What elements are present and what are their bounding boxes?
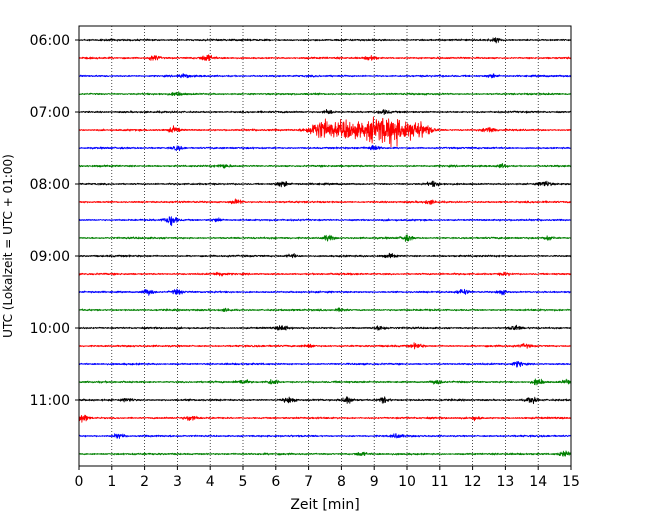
trace-1000 [78, 324, 572, 331]
y-tick-label: 11:00 [30, 393, 70, 409]
x-tick-label: 15 [562, 474, 580, 490]
x-tick-label: 9 [370, 474, 379, 490]
trace-line [78, 198, 572, 205]
trace-0615 [78, 54, 572, 62]
x-tick-label: 12 [464, 474, 482, 490]
trace-0945 [78, 307, 572, 313]
x-tick-label: 0 [75, 474, 84, 490]
x-tick-label: 14 [529, 474, 547, 490]
trace-1045 [78, 378, 572, 386]
x-tick-label: 7 [304, 474, 313, 490]
y-tick-label: 08:00 [30, 177, 70, 193]
trace-line [78, 54, 572, 62]
x-tick-label: 4 [206, 474, 215, 490]
trace-0815 [78, 198, 572, 205]
trace-0730 [78, 144, 572, 152]
trace-0900 [78, 252, 572, 259]
trace-line [78, 252, 572, 259]
x-tick-label: 13 [496, 474, 514, 490]
trace-0800 [78, 180, 572, 188]
trace-line [78, 271, 572, 277]
trace-0600 [78, 37, 572, 44]
y-axis-label: UTC (Lokalzeit = UTC + 01:00) [1, 154, 15, 338]
trace-line [78, 324, 572, 331]
plot-frame [78, 25, 572, 467]
trace-line [78, 37, 572, 44]
seismogram-traces [78, 37, 572, 457]
trace-1015 [78, 342, 572, 350]
trace-line [78, 396, 572, 405]
trace-1145 [78, 450, 572, 457]
trace-0715 [78, 116, 572, 148]
x-tick-label: 6 [271, 474, 280, 490]
x-tick-label: 11 [431, 474, 449, 490]
y-tick-label: 06:00 [30, 33, 70, 49]
trace-0630 [78, 73, 572, 79]
trace-line [78, 414, 572, 423]
trace-0845 [78, 234, 572, 242]
trace-line [78, 288, 572, 296]
y-tick-label: 09:00 [30, 249, 70, 265]
trace-1115 [78, 414, 572, 423]
trace-line [78, 91, 572, 97]
trace-0645 [78, 91, 572, 97]
x-tick-label: 1 [107, 474, 116, 490]
trace-line [78, 73, 572, 79]
x-tick-label: 5 [239, 474, 248, 490]
x-axis-ticks: 0 1 2 3 4 5 6 7 8 9 10 11 12 13 14 15 [75, 466, 580, 490]
y-axis-ticks: 06:00 07:00 08:00 09:00 10:00 11:00 [30, 33, 79, 409]
trace-1100 [78, 396, 572, 405]
trace-1030 [78, 361, 572, 368]
y-tick-label: 10:00 [30, 321, 70, 337]
trace-1130 [78, 433, 572, 439]
trace-0745 [78, 163, 572, 169]
trace-line [78, 180, 572, 188]
trace-0700 [78, 108, 572, 116]
trace-line [78, 361, 572, 368]
trace-line [78, 378, 572, 386]
x-tick-label: 2 [140, 474, 149, 490]
trace-line [78, 342, 572, 350]
trace-line [78, 163, 572, 169]
trace-line [78, 433, 572, 439]
x-axis-label: Zeit [min] [290, 497, 359, 513]
y-tick-label: 07:00 [30, 105, 70, 121]
x-tick-label: 10 [398, 474, 416, 490]
x-tick-label: 3 [173, 474, 182, 490]
trace-line [78, 307, 572, 313]
x-tick-label: 8 [337, 474, 346, 490]
trace-line [78, 116, 572, 148]
trace-line [78, 450, 572, 457]
trace-line [78, 108, 572, 116]
trace-0830 [78, 216, 572, 227]
trace-0915 [78, 271, 572, 277]
trace-0930 [78, 288, 572, 296]
trace-line [78, 216, 572, 227]
trace-line [78, 234, 572, 242]
vertical-gridlines [111, 26, 539, 466]
trace-line [78, 144, 572, 152]
